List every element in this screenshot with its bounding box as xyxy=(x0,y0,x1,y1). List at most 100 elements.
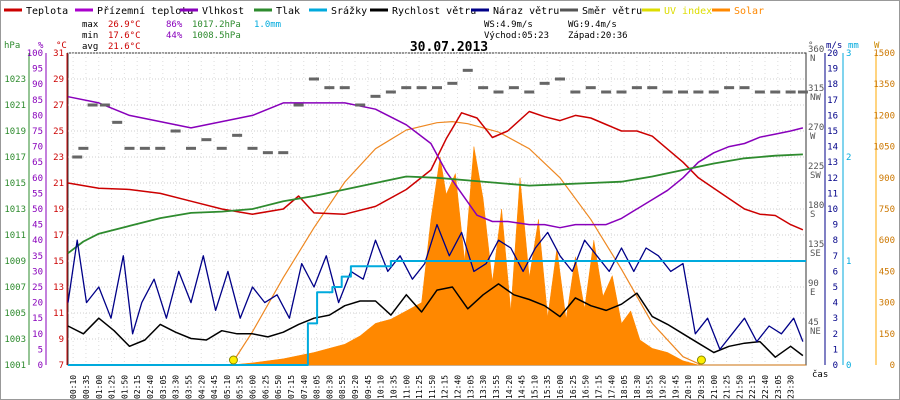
axis-tick-rain: 1 xyxy=(846,257,851,267)
axis-tick-wind: 6 xyxy=(833,267,838,277)
x-tick-label: 17:15 xyxy=(594,375,603,399)
axis-units: hPa % °C ° m/s mm W čas xyxy=(4,41,880,380)
x-tick-label: 08:30 xyxy=(325,375,334,399)
legend-label-6: Náraz větru xyxy=(493,5,559,17)
axis-tick-pct: 85 xyxy=(32,96,43,106)
x-tick-label: 13:30 xyxy=(479,375,488,399)
series-layer xyxy=(67,95,806,366)
series-line-vlhkost xyxy=(67,95,804,229)
axis-tick-wind: 20 xyxy=(827,49,838,59)
wind-dir-mark xyxy=(770,90,781,94)
wind-dir-mark xyxy=(339,86,350,90)
axis-tick-pct: 90 xyxy=(32,80,43,90)
axis-tick-temp: 21 xyxy=(53,179,64,189)
x-tick-label: 22:15 xyxy=(748,375,757,399)
wind-dir-mark xyxy=(232,133,243,137)
axis-tick-pct: 50 xyxy=(32,205,43,215)
series-line-sr-ky xyxy=(68,260,806,366)
x-tick-label: 12:40 xyxy=(454,375,463,399)
axis-tick-pct: 100 xyxy=(27,49,43,59)
x-tick-label: 10:35 xyxy=(389,375,398,399)
stat-max-press: 1017.2hPa xyxy=(192,20,241,30)
sunrise-marker xyxy=(228,355,238,365)
stat-avg-temp: 21.6°C xyxy=(108,42,141,52)
axis-tick-hpa: 1013 xyxy=(4,205,26,215)
wind-dir-mark xyxy=(170,129,181,133)
legend-label-7: Směr větru xyxy=(582,5,642,17)
axis-tick-pct: 0 xyxy=(38,361,43,371)
axis-tick-hpa: 1005 xyxy=(4,309,26,319)
wind-dir-mark xyxy=(401,86,412,90)
wind-dir-mark xyxy=(112,120,123,124)
x-tick-label: 00:10 xyxy=(69,375,78,399)
x-tick-label: 15:10 xyxy=(530,375,539,399)
axis-tick-w: 1350 xyxy=(873,80,895,90)
axis-tick-rain: 2 xyxy=(846,153,851,163)
wind-dir-mark xyxy=(508,86,519,90)
axis-tick-temp: 17 xyxy=(53,231,64,241)
axis-tick-hpa: 1003 xyxy=(4,335,26,345)
legend-label-0: Teplota xyxy=(26,6,68,17)
wind-dir-mark xyxy=(647,86,658,90)
axis-tick-rain: 0 xyxy=(846,361,851,371)
wind-dir-mark xyxy=(739,86,750,90)
axis-tick-wind: 4 xyxy=(833,299,838,309)
legend: Teplota Přízemní teplota Vlhkost Tlak Sr… xyxy=(4,5,764,17)
stat-min-label: min xyxy=(82,31,98,41)
x-tick-label: 18:05 xyxy=(620,375,629,399)
legend-label-3: Tlak xyxy=(276,6,300,17)
marker-layer xyxy=(72,68,808,365)
x-tick-label: 01:50 xyxy=(120,375,129,399)
series-line-teplota xyxy=(67,110,804,231)
wind-dir-mark xyxy=(99,103,110,107)
axis-unit-hpa: hPa xyxy=(4,41,20,51)
x-tick-label: 17:40 xyxy=(607,375,616,399)
x-tick-label: 11:00 xyxy=(402,375,411,399)
axis-unit-temp: °C xyxy=(56,41,67,51)
axis-tick-hpa: 1011 xyxy=(4,231,26,241)
x-tick-label: 04:45 xyxy=(210,375,219,399)
stat-max-rain: 1.0mm xyxy=(254,20,281,30)
series-line-tlak xyxy=(67,153,803,254)
axis-tick-w: 900 xyxy=(879,174,895,184)
x-tick-label: 21:25 xyxy=(723,375,732,399)
axis-tick-wind: 17 xyxy=(827,96,838,106)
axis-tick-dir: 90 xyxy=(808,279,819,289)
info-block: WS:4.9m/s WG:9.4m/s Východ:05:23 Západ:2… xyxy=(484,20,628,41)
axis-tick-hpa: 1019 xyxy=(4,127,26,137)
axis-tick-dir-cardinal: S xyxy=(810,210,815,220)
wind-dir-mark xyxy=(678,90,688,94)
x-tick-label: 03:55 xyxy=(184,375,193,399)
x-tick-label: 00:35 xyxy=(82,375,91,399)
x-tick-label: 11:50 xyxy=(428,375,437,399)
axis-tick-temp: 27 xyxy=(53,101,64,111)
axis-tick-dir: 360 xyxy=(808,45,824,55)
wind-dir-mark xyxy=(601,90,612,94)
wind-dir-mark xyxy=(785,90,796,94)
axis-tick-pct: 70 xyxy=(32,143,43,153)
x-tick-label: 16:50 xyxy=(582,375,591,399)
axis-tick-wind: 9 xyxy=(833,221,838,231)
wind-dir-mark xyxy=(216,146,227,150)
x-tick-label: 03:30 xyxy=(172,375,181,399)
wind-dir-mark xyxy=(462,68,473,72)
stat-min-temp: 17.6°C xyxy=(108,31,141,41)
axis-tick-temp: 23 xyxy=(53,153,64,163)
x-tick-label: 05:10 xyxy=(223,375,232,399)
wind-dir-mark xyxy=(797,90,808,94)
x-tick-label: 19:20 xyxy=(659,375,668,399)
x-tick-label: 08:55 xyxy=(338,375,347,399)
axis-tick-hpa: 1001 xyxy=(4,361,26,371)
wind-dir-mark xyxy=(693,90,704,94)
axis-tick-wind: 5 xyxy=(833,283,838,293)
x-tick-label: 13:55 xyxy=(492,375,501,399)
x-tick-label: 11:25 xyxy=(415,375,424,399)
wind-dir-mark xyxy=(432,86,442,90)
axis-tick-w: 1200 xyxy=(873,111,895,121)
axis-tick-wind: 3 xyxy=(833,314,838,324)
x-tick-label: 06:25 xyxy=(261,375,270,399)
axis-tick-pct: 55 xyxy=(32,189,43,199)
axis-tick-temp: 11 xyxy=(53,309,64,319)
x-tick-label: 07:15 xyxy=(287,375,296,399)
x-tick-label: 07:40 xyxy=(300,375,309,399)
